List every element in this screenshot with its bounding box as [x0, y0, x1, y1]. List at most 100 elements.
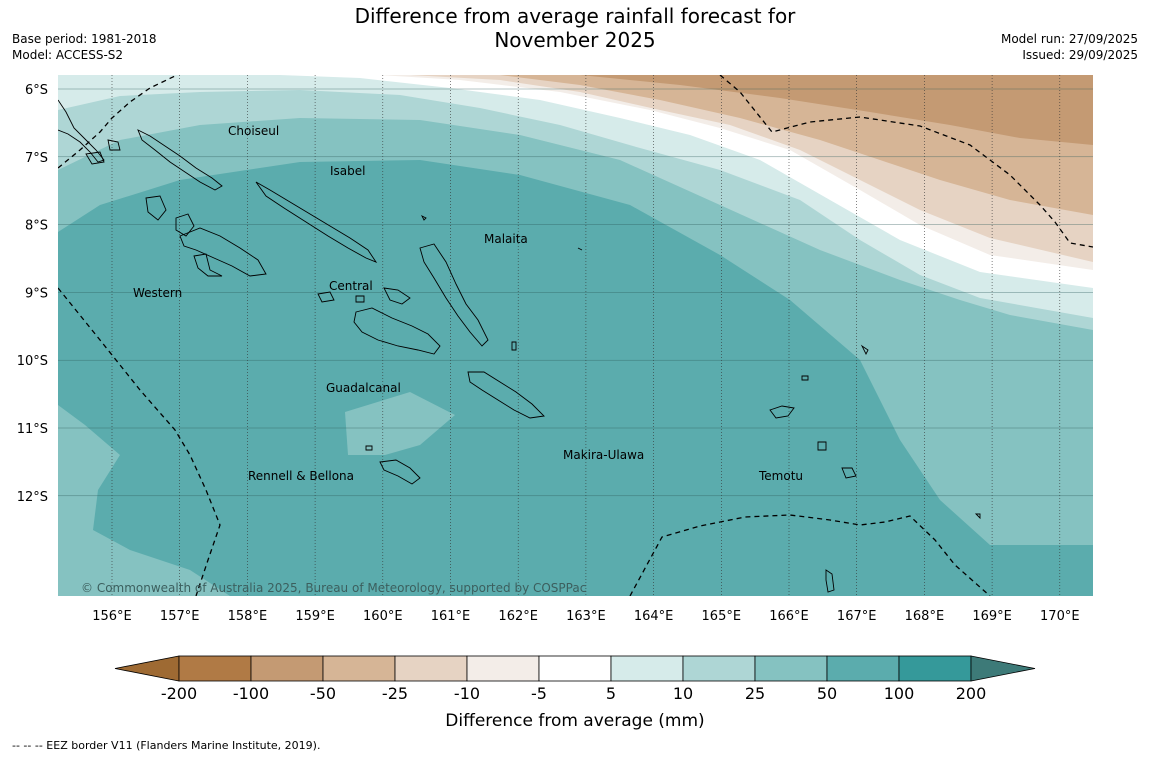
island-kolombangara [175, 213, 195, 237]
model-run: Model run: 27/09/2025 [1000, 32, 1138, 46]
longitude-label: 160°E [363, 609, 403, 624]
colorbar-segment [538, 655, 612, 682]
island-utupua [817, 441, 827, 451]
island-rennell [379, 459, 421, 485]
map-title: Difference from average rainfall forecas… [300, 4, 850, 52]
longitude-label: 168°E [905, 609, 945, 624]
place-central: Central [329, 279, 373, 293]
latitude-label: 12°S [17, 490, 48, 505]
colorbar-tick-label: -200 [161, 684, 197, 703]
longitude-label: 164°E [634, 609, 674, 624]
latitude-labels: 6°S 7°S 8°S 9°S 10°S 11°S 12°S [17, 83, 48, 505]
base-period: Base period: 1981-2018 [12, 32, 157, 46]
longitude-label: 156°E [92, 609, 132, 624]
colorbar-segment [826, 655, 900, 682]
island-vanikoro [841, 467, 857, 479]
longitude-label: 159°E [295, 609, 335, 624]
longitude-label: 169°E [972, 609, 1012, 624]
colorbar-tick-label: 10 [673, 684, 693, 703]
island-vella-lavella [145, 195, 167, 221]
colorbar: -200 -100 -50 -25 -10 -5 5 10 25 50 100 200 [114, 655, 1036, 703]
meta-right: Model run: 27/09/2025 Issued: 29/09/2025 [1001, 31, 1138, 63]
island-treasury [85, 151, 105, 165]
place-isabel: Isabel [330, 164, 365, 178]
latitude-label: 7°S [25, 151, 48, 166]
colorbar-segment [682, 655, 756, 682]
band-sw-lighter [58, 405, 230, 596]
island-shortland [107, 139, 121, 151]
island-tikopia [974, 513, 981, 520]
longitude-label: 170°E [1040, 609, 1080, 624]
island-ontong [420, 214, 427, 221]
eez-north-segment [58, 75, 176, 169]
latitude-label: 10°S [17, 354, 48, 369]
colorbar-segment [754, 655, 828, 682]
island-guadalcanal [353, 307, 441, 355]
island-russell [317, 291, 335, 303]
colorbar-segment [322, 655, 396, 682]
island-santa-cruz [769, 405, 795, 419]
colorbar-tick-label: -5 [531, 684, 547, 703]
colorbar-segment [610, 655, 684, 682]
colorbar-tick-label: 50 [817, 684, 837, 703]
colorbar-tick-label: -25 [382, 684, 408, 703]
latitude-label: 11°S [17, 422, 48, 437]
colorbar-title: Difference from average (mm) [445, 711, 704, 731]
colorbar-segment [250, 655, 324, 682]
band-rennell-patch [345, 392, 455, 455]
island-rendova [193, 253, 223, 277]
eez-border [58, 75, 1093, 596]
coastlines [58, 99, 981, 593]
longitude-label: 162°E [498, 609, 538, 624]
colorbar-tick-label: 200 [956, 684, 987, 703]
band-neg50-neg100 [580, 75, 1093, 145]
colorbar-tick-label: -10 [454, 684, 480, 703]
colorbar-extend-high [970, 655, 1036, 682]
island-bougainville [58, 99, 105, 163]
island-reef [801, 375, 809, 381]
colorbar-segment [394, 655, 468, 682]
island-sikaiana [577, 247, 583, 251]
island-bellona [365, 445, 373, 451]
island-malaita [419, 243, 489, 347]
island-choiseul [137, 129, 223, 191]
colorbar-segment [898, 655, 972, 682]
place-choiseul: Choiseul [228, 124, 279, 138]
place-guadalcanal: Guadalcanal [326, 381, 401, 395]
title-line-1: Difference from average rainfall forecas… [354, 4, 796, 28]
latitude-label: 9°S [25, 286, 48, 301]
island-florida [383, 287, 411, 305]
colorbar-tick-label: 100 [884, 684, 915, 703]
eez-footnote: -- -- -- EEZ border V11 (Flanders Marine… [12, 739, 321, 752]
longitude-label: 157°E [160, 609, 200, 624]
longitude-label: 163°E [566, 609, 606, 624]
latitude-label: 6°S [25, 83, 48, 98]
rainfall-contours [58, 75, 1093, 596]
place-rennell-bellona: Rennell & Bellona [248, 469, 354, 483]
colorbar-tick-label: -100 [233, 684, 269, 703]
eez-southeast-segment [629, 514, 991, 596]
latitude-label: 8°S [25, 219, 48, 234]
place-labels: Choiseul Isabel Malaita Western Central … [133, 124, 803, 483]
island-ulawa [511, 341, 517, 351]
colorbar-segment [466, 655, 540, 682]
place-makira-ulawa: Makira-Ulawa [563, 448, 644, 462]
island-anuta [825, 569, 835, 593]
latitude-gridlines [58, 88, 1093, 497]
eez-northeast-segment [719, 75, 1093, 248]
colorbar-tick-label: 5 [606, 684, 616, 703]
place-western: Western [133, 286, 182, 300]
colorbar-extend-low [114, 655, 180, 682]
map-figure: 6°S 7°S 8°S 9°S 10°S 11°S 12°S 156°E 157°E 158°E… [17, 75, 1093, 731]
longitude-label: 166°E [769, 609, 809, 624]
title-line-2: November 2025 [494, 28, 656, 52]
copyright-text: © Commonwealth of Australia 2025, Bureau… [81, 581, 586, 595]
colorbar-tick-label: -50 [310, 684, 336, 703]
meta-left: Base period: 1981-2018 Model: ACCESS-S2 [12, 31, 157, 63]
longitude-labels: 156°E 157°E 158°E 159°E 160°E 161°E 162°E 163°E… [92, 609, 1079, 624]
island-new-georgia [179, 227, 267, 277]
longitude-label: 167°E [837, 609, 877, 624]
longitude-label: 161°E [431, 609, 471, 624]
longitude-label: 158°E [228, 609, 268, 624]
island-makira [467, 371, 545, 419]
